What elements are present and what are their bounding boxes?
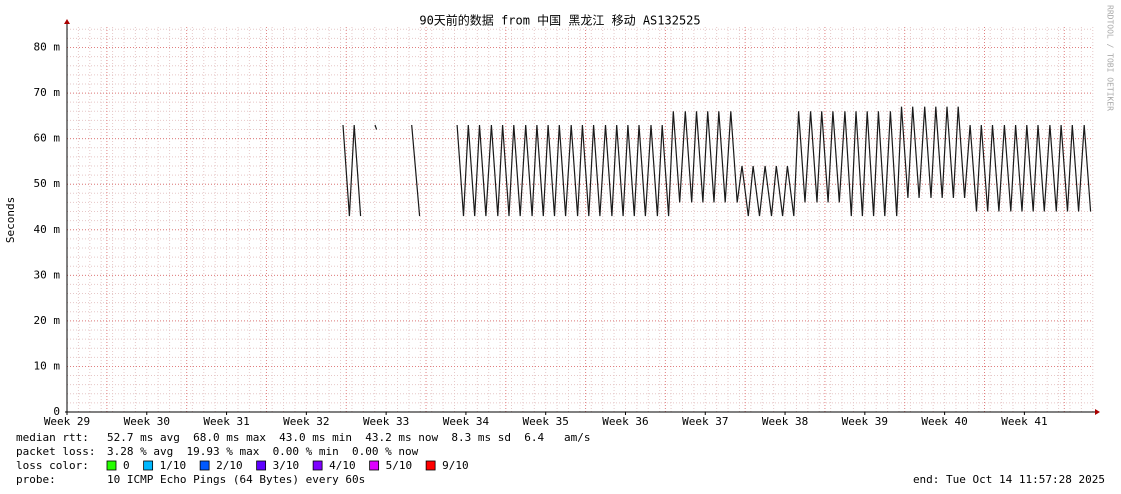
- loss-swatch: [369, 460, 380, 471]
- loss-text: 5/10: [386, 459, 413, 472]
- watermark: RRDTOOL / TOBI OETIKER: [1106, 5, 1115, 111]
- x-tick-label: Week 37: [682, 415, 728, 428]
- series-line: [342, 106, 1092, 217]
- loss-swatch: [256, 460, 267, 471]
- x-tick-label: Week 30: [124, 415, 170, 428]
- y-tick-label: 60 m: [34, 132, 61, 145]
- y-tick-label: 80 m: [34, 41, 61, 54]
- loss-swatch: [312, 460, 323, 471]
- stat-text: 3.28 % avg 19.93 % max 0.00 % min 0.00 %…: [107, 445, 419, 458]
- x-tick-label: Week 41: [1001, 415, 1047, 428]
- x-tick-label: Week 32: [283, 415, 329, 428]
- x-tick-label: Week 39: [842, 415, 888, 428]
- x-tick-label: Week 38: [762, 415, 808, 428]
- y-tick-label: 50 m: [34, 177, 61, 190]
- x-tick-label: Week 40: [921, 415, 967, 428]
- x-tick-label: Week 29: [44, 415, 90, 428]
- loss-text: 4/10: [329, 459, 356, 472]
- y-tick-label: 10 m: [34, 359, 61, 372]
- y-tick-label: 70 m: [34, 86, 61, 99]
- probe-label: probe:: [16, 473, 56, 486]
- chart-title: 90天前的数据 from 中国 黑龙江 移动 AS132525: [419, 13, 700, 28]
- stat-text: 52.7 ms avg 68.0 ms max 43.0 ms min 43.2…: [107, 431, 590, 444]
- loss-swatch: [143, 460, 154, 471]
- y-tick-label: 0: [53, 405, 60, 418]
- x-tick-label: Week 35: [523, 415, 569, 428]
- x-tick-label: Week 33: [363, 415, 409, 428]
- loss-swatch: [425, 460, 436, 471]
- stat-label: packet loss:: [16, 445, 95, 458]
- loss-text: 1/10: [160, 459, 187, 472]
- end-time: end: Tue Oct 14 11:57:28 2025: [913, 473, 1105, 486]
- x-tick-label: Week 31: [203, 415, 249, 428]
- stat-label: median rtt:: [16, 431, 89, 444]
- loss-text: 0: [123, 459, 130, 472]
- probe-text: 10 ICMP Echo Pings (64 Bytes) every 60s: [107, 473, 365, 486]
- axis-arrow: [64, 19, 70, 24]
- loss-swatch: [199, 460, 210, 471]
- axis-arrow: [1095, 409, 1100, 415]
- y-tick-label: 30 m: [34, 268, 61, 281]
- x-tick-label: Week 36: [602, 415, 648, 428]
- loss-swatch: [106, 460, 117, 471]
- loss-text: 9/10: [442, 459, 469, 472]
- loss-label: loss color:: [16, 459, 89, 472]
- loss-text: 2/10: [216, 459, 243, 472]
- loss-text: 3/10: [273, 459, 300, 472]
- y-axis-label: Seconds: [4, 197, 17, 243]
- y-tick-label: 20 m: [34, 314, 61, 327]
- y-tick-label: 40 m: [34, 223, 61, 236]
- x-tick-label: Week 34: [443, 415, 490, 428]
